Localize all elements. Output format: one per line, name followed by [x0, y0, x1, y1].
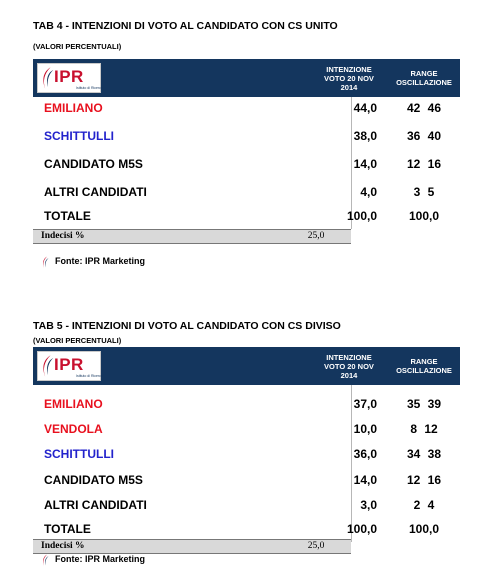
range-value: 12 16	[406, 157, 442, 171]
table-subtitle: (VALORI PERCENTUALI)	[33, 336, 122, 345]
vote-value-text: 100,0	[346, 522, 377, 536]
range-value: 8 12	[410, 422, 438, 436]
vote-value-text: 3,0	[360, 498, 377, 512]
table-row: ALTRI CANDIDATI 3,0 2 4	[33, 494, 460, 518]
vote-value: 14,0	[315, 473, 383, 487]
table-row: TOTALE 100,0 100,0	[33, 205, 460, 229]
undecided-row: Indecisi % 25,0	[33, 229, 351, 244]
vote-value-text: 36,0	[353, 447, 377, 461]
vote-value: 3,0	[315, 498, 383, 512]
candidate-label: EMILIANO	[44, 101, 103, 115]
undecided-label: Indecisi %	[41, 231, 85, 241]
vote-value-text: 10,0	[353, 422, 377, 436]
table-row: ALTRI CANDIDATI 4,0 3 5	[33, 181, 460, 205]
ipr-swoosh-icon	[43, 67, 54, 89]
undecided-row: Indecisi % 25,0	[33, 539, 351, 554]
vote-value: 38,0	[315, 129, 383, 143]
header-intenzione: INTENZIONE VOTO 20 NOV 2014	[315, 347, 383, 385]
table-header: IPR Istituto di Ricerca INTENZIONE VOTO 20…	[33, 59, 460, 97]
range-value: 42 46	[406, 101, 442, 115]
candidate-label: TOTALE	[44, 522, 91, 536]
undecided-value: 25,0	[307, 541, 325, 551]
range-value: 12 16	[406, 473, 442, 487]
ipr-swoosh-icon	[43, 256, 49, 269]
column-separator	[351, 385, 352, 542]
table-row: EMILIANO 44,0 42 46	[33, 97, 460, 121]
logo-subtext: Istituto di Ricerca	[76, 374, 103, 378]
range-value: 36 40	[406, 129, 442, 143]
vote-value-text: 4,0	[360, 185, 377, 199]
header-range: RANGE OSCILLAZIONE	[388, 59, 460, 97]
ipr-logo: IPR Istituto di Ricerca	[37, 63, 103, 93]
candidate-label: ALTRI CANDIDATI	[44, 498, 147, 512]
candidate-label: CANDIDATO M5S	[44, 157, 143, 171]
table-header: IPR Istituto di Ricerca INTENZIONE VOTO 20…	[33, 347, 460, 385]
undecided-label: Indecisi %	[41, 541, 85, 551]
source-text: Fonte: IPR Marketing	[55, 554, 146, 564]
candidate-label: ALTRI CANDIDATI	[44, 185, 147, 199]
vote-value-text: 14,0	[353, 473, 377, 487]
vote-value: 37,0	[315, 397, 383, 411]
header-intenzione: INTENZIONE VOTO 20 NOV 2014	[315, 59, 383, 97]
vote-value-text: 100,0	[346, 209, 377, 223]
vote-value-text: 38,0	[353, 129, 377, 143]
table-row: VENDOLA 10,0 8 12	[33, 418, 460, 442]
range-value: 2 4	[413, 498, 435, 512]
vote-value: 44,0	[315, 101, 383, 115]
ipr-logo: IPR Istituto di Ricerca	[37, 351, 103, 381]
table-row: EMILIANO 37,0 35 39	[33, 393, 460, 417]
range-value: 100,0	[408, 522, 440, 536]
candidate-label: EMILIANO	[44, 397, 103, 411]
ipr-swoosh-icon	[43, 554, 49, 567]
table-subtitle: (VALORI PERCENTUALI)	[33, 42, 122, 51]
logo-subtext: Istituto di Ricerca	[76, 86, 103, 90]
candidate-label: SCHITTULLI	[44, 447, 114, 461]
vote-value-text: 44,0	[353, 101, 377, 115]
candidate-label: TOTALE	[44, 209, 91, 223]
table-title: TAB 4 - INTENZIONI DI VOTO AL CANDIDATO …	[33, 20, 338, 32]
vote-value: 4,0	[315, 185, 383, 199]
column-separator	[351, 97, 352, 229]
table-row: TOTALE 100,0 100,0	[33, 518, 460, 542]
candidate-label: CANDIDATO M5S	[44, 473, 143, 487]
header-intenzione-label: INTENZIONE VOTO 20 NOV 2014	[324, 352, 374, 380]
ipr-swoosh-icon	[43, 355, 54, 377]
vote-value: 14,0	[315, 157, 383, 171]
logo-text: IPR	[54, 67, 84, 86]
undecided-value: 25,0	[307, 231, 325, 241]
range-value: 35 39	[406, 397, 442, 411]
candidate-label: VENDOLA	[44, 422, 103, 436]
range-value: 34 38	[406, 447, 442, 461]
vote-value: 10,0	[315, 422, 383, 436]
table-row: CANDIDATO M5S 14,0 12 16	[33, 153, 460, 177]
vote-value-text: 37,0	[353, 397, 377, 411]
logo-text: IPR	[54, 355, 84, 374]
source-text: Fonte: IPR Marketing	[55, 256, 146, 266]
header-range-label: RANGE OSCILLAZIONE	[396, 357, 452, 375]
table-title: TAB 5 - INTENZIONI DI VOTO AL CANDIDATO …	[33, 320, 341, 332]
header-range-label: RANGE OSCILLAZIONE	[396, 69, 452, 87]
header-range: RANGE OSCILLAZIONE	[388, 347, 460, 385]
vote-value-text: 14,0	[353, 157, 377, 171]
range-value: 100,0	[408, 209, 440, 223]
vote-value: 100,0	[315, 209, 383, 223]
table-row: SCHITTULLI 38,0 36 40	[33, 125, 460, 149]
vote-value: 36,0	[315, 447, 383, 461]
range-value: 3 5	[413, 185, 435, 199]
candidate-label: SCHITTULLI	[44, 129, 114, 143]
header-intenzione-label: INTENZIONE VOTO 20 NOV 2014	[324, 64, 374, 92]
table-row: CANDIDATO M5S 14,0 12 16	[33, 469, 460, 493]
vote-value: 100,0	[315, 522, 383, 536]
table-row: SCHITTULLI 36,0 34 38	[33, 443, 460, 467]
